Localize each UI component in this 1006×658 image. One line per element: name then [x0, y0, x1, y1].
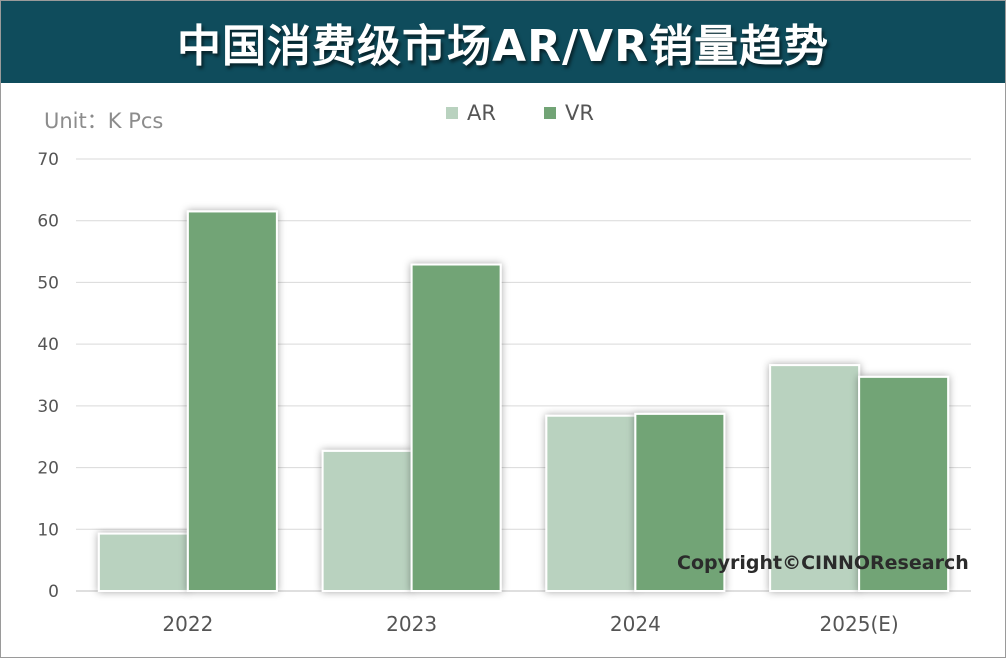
legend-label-vr: VR	[564, 101, 594, 125]
bar-ar-2023	[321, 449, 413, 592]
x-tick-label: 2023	[386, 612, 437, 636]
unit-label: Unit：K Pcs	[44, 109, 164, 133]
legend-item-ar: AR	[446, 101, 496, 125]
legend-swatch-ar	[446, 107, 458, 119]
y-tick-label: 20	[37, 459, 59, 479]
y-tick-label: 30	[37, 397, 59, 417]
y-tick-label: 70	[37, 150, 59, 170]
y-tick-label: 60	[37, 212, 59, 232]
bar-ar-2022	[97, 532, 189, 592]
y-tick-label: 50	[37, 273, 59, 293]
copyright-text: Copyright©CINNOResearch	[677, 552, 969, 574]
bar-vr-2022	[186, 210, 278, 592]
chart-title: 中国消费级市场AR/VR销量趋势	[177, 21, 829, 72]
bar-vr-2023	[410, 263, 502, 592]
legend: AR VR	[446, 101, 594, 125]
legend-label-ar: AR	[467, 101, 496, 125]
bar-ar-2025e	[769, 364, 861, 592]
x-tick-label: 2025(E)	[820, 612, 899, 636]
bar-vr-2025e	[858, 375, 950, 593]
legend-swatch-vr	[543, 107, 556, 119]
x-tick-label: 2024	[610, 612, 661, 636]
y-tick-label: 40	[37, 335, 59, 355]
x-tick-label: 2022	[162, 612, 213, 636]
title-banner: 中国消费级市场AR/VR销量趋势	[1, 1, 1005, 83]
bar-ar-2024	[545, 414, 637, 592]
bar-vr-2024	[634, 412, 726, 592]
y-tick-label: 10	[37, 520, 59, 540]
y-tick-label: 0	[48, 582, 59, 602]
legend-item-vr: VR	[543, 101, 594, 125]
